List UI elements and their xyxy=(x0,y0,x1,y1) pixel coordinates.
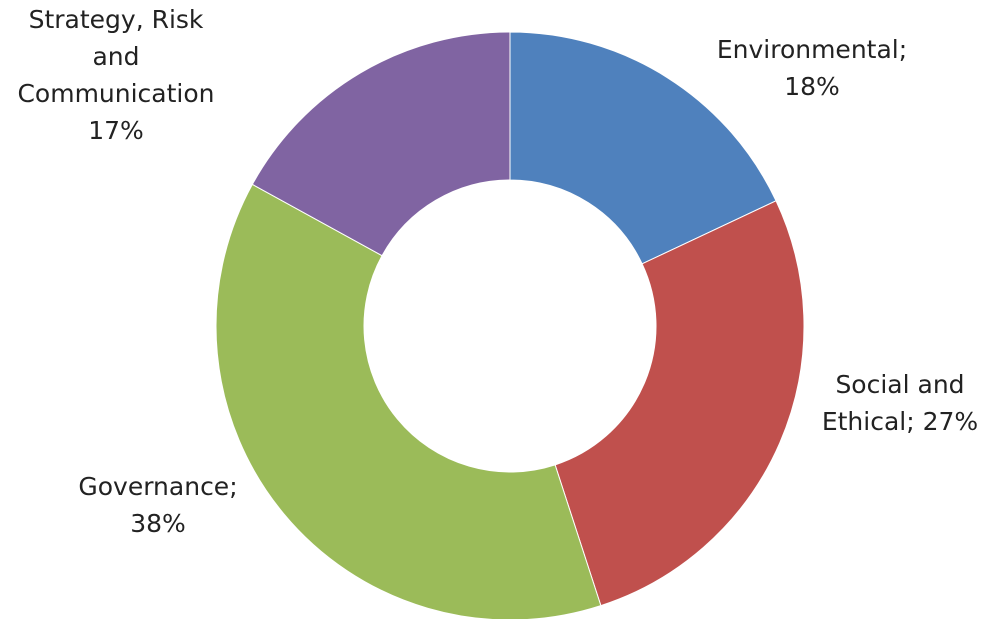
data-label-environmental: Environmental; 18% xyxy=(717,35,907,101)
data-label-social-and-ethical: Social and Ethical; 27% xyxy=(822,370,978,436)
slice-governance xyxy=(215,183,602,619)
data-label-line: 38% xyxy=(130,509,186,538)
slice-strategy-risk-and-communication xyxy=(251,31,511,257)
data-label-line: 17% xyxy=(88,116,144,145)
data-label-governance: Governance; 38% xyxy=(78,472,237,538)
slice-social-and-ethical xyxy=(554,200,805,607)
data-label-line: Environmental; xyxy=(717,35,907,64)
data-label-line: Ethical; 27% xyxy=(822,407,978,436)
slices-layer xyxy=(215,31,805,619)
data-label-line: Strategy, Risk xyxy=(29,5,204,34)
data-label-strategy-risk-and-communication: Strategy, Risk and Communication 17% xyxy=(17,5,214,145)
data-label-line: Social and xyxy=(835,370,964,399)
data-label-line: 18% xyxy=(784,72,840,101)
slice-environmental xyxy=(509,31,777,265)
data-label-line: Communication xyxy=(17,79,214,108)
data-label-line: Governance; xyxy=(78,472,237,501)
data-label-line: and xyxy=(92,42,139,71)
labels-layer: Environmental; 18% Social and Ethical; 27% G… xyxy=(17,5,978,538)
